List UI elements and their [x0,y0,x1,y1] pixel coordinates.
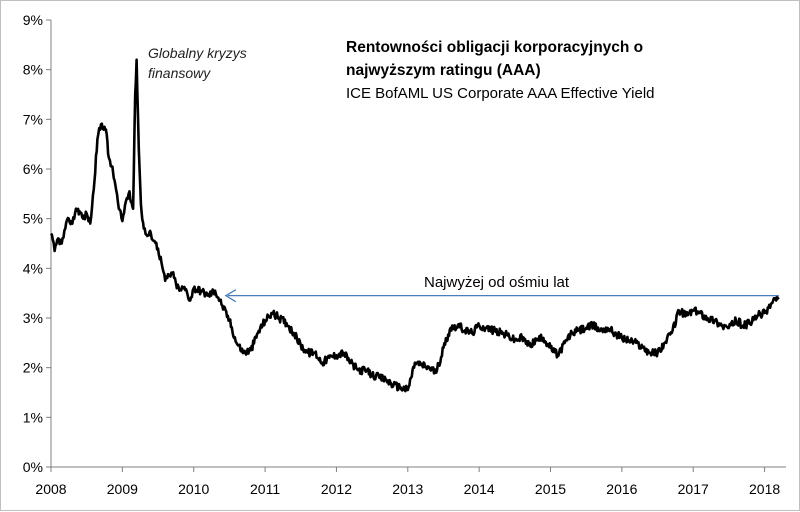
y-tick-label: 4% [23,260,43,276]
y-tick-label: 6% [23,161,43,177]
x-tick-label: 2016 [606,481,637,497]
y-tick-label: 9% [23,12,43,28]
chart-title-line1: Rentowności obligacji korporacyjnych o [346,39,643,56]
arrow-annotation-label: Najwyżej od ośmiu lat [424,274,570,291]
y-axis: 0% 1% 2% 3% 4% 5% 6% 7% 8% 9% [23,12,52,475]
crisis-annotation-line1: Globalny kryzys [148,45,247,61]
x-tick-label: 2013 [392,481,423,497]
x-tick-label: 2008 [35,481,66,497]
y-tick-label: 5% [23,211,43,227]
y-tick-label: 3% [23,310,43,326]
x-tick-label: 2011 [250,481,280,497]
arrow-head [224,289,237,303]
x-tick-label: 2017 [678,481,709,497]
y-tick-label: 2% [23,360,43,376]
chart-subtitle: ICE BofAML US Corporate AAA Effective Yi… [346,85,655,102]
chart-title-line2: najwyższym ratingu (AAA) [346,62,541,79]
series-layer [49,58,780,393]
crisis-annotation-line2: finansowy [148,65,211,81]
y-tick-label: 8% [23,62,43,78]
arrow-annotation [224,289,779,303]
x-tick-label: 2014 [464,481,495,497]
y-tick-label: 0% [23,459,43,475]
series-line [49,58,780,393]
y-tick-label: 7% [23,111,43,127]
x-tick-label: 2012 [321,481,352,497]
x-axis: 2008 2009 2010 2011 2012 2013 2014 2015 2016 2017… [35,466,786,497]
x-tick-label: 2009 [107,481,138,497]
y-tick-label: 1% [23,409,43,425]
x-tick-label: 2010 [178,481,209,497]
x-tick-label: 2015 [535,481,566,497]
x-tick-label: 2018 [749,481,780,497]
